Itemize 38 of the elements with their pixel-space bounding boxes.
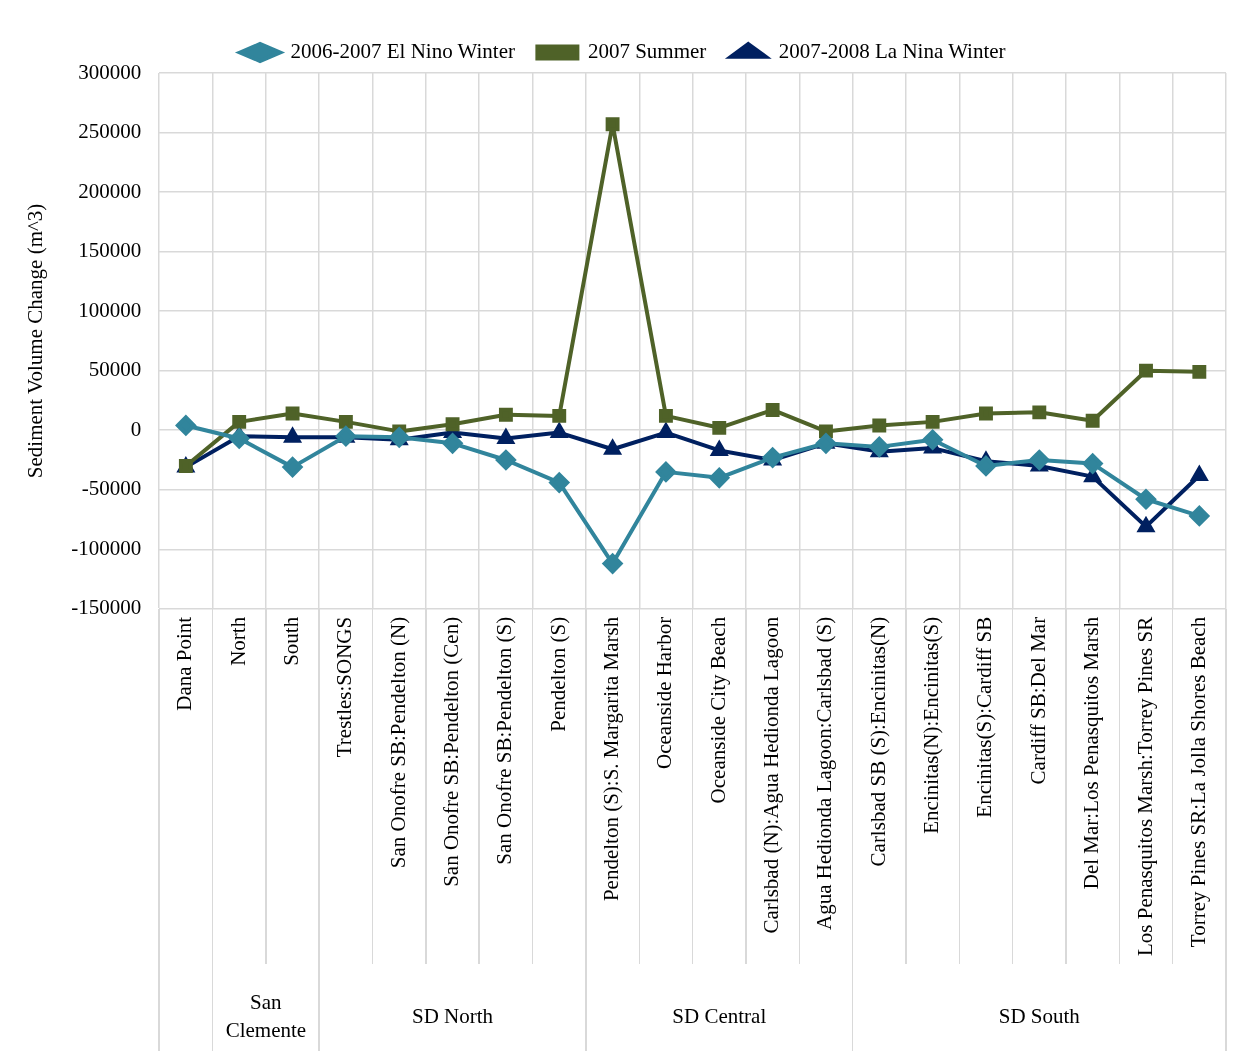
x-tick-label: Encinitas(S):Cardiff SB bbox=[972, 616, 997, 818]
y-tick-label: -150000 bbox=[71, 595, 142, 620]
x-tick-label: Encinitas(N):Encinitas(S) bbox=[919, 616, 944, 834]
x-tick-label: Trestles:SONGS bbox=[332, 616, 357, 758]
x-tick-label: San Onofre SB:Pendelton (S) bbox=[492, 616, 517, 865]
y-tick-label: 200000 bbox=[78, 178, 142, 203]
x-tick-label: North bbox=[225, 616, 250, 666]
x-tick-label: Agua Hedionda Lagoon:Carlsbad (S) bbox=[812, 616, 837, 930]
x-tick-label: Del Mar:Los Penasquitos Marsh bbox=[1079, 616, 1104, 890]
x-tick-label: Torrey Pines SR:La Jolla Shores Beach bbox=[1185, 616, 1210, 948]
y-tick-label: 300000 bbox=[78, 59, 142, 84]
text: SD Central bbox=[672, 1004, 767, 1029]
y-tick-label: -50000 bbox=[81, 476, 142, 501]
y-tick-label: 100000 bbox=[78, 297, 142, 322]
y-tick-label: 0 bbox=[130, 416, 142, 441]
y-tick-label: 50000 bbox=[88, 357, 142, 382]
x-tick-label: Oceanside Harbor bbox=[652, 616, 677, 769]
x-tick-label: Dana Point bbox=[172, 616, 197, 711]
x-tick-label: Los Penasquitos Marsh:Torrey Pines SR bbox=[1132, 616, 1157, 957]
x-tick-label: Carlsbad SB (S):Encinitas(N) bbox=[865, 616, 890, 867]
x-tick-label: Pendelton (S) bbox=[545, 616, 570, 732]
x-tick-label: San Onofre SB:Pendelton (Cen) bbox=[439, 616, 464, 887]
text: SD South bbox=[998, 1004, 1081, 1029]
y-tick-label: 150000 bbox=[78, 238, 142, 263]
x-tick-label: Cardiff SB:Del Mar bbox=[1025, 616, 1050, 785]
legend-label: 2007-2008 La Nina Winter bbox=[778, 39, 1006, 64]
x-tick-label: Pendelton (S):S. Margarita Marsh bbox=[599, 616, 624, 902]
legend-label: 2006-2007 El Nino Winter bbox=[290, 39, 516, 64]
text: San Clemente bbox=[225, 990, 307, 1043]
x-tick-label: South bbox=[279, 616, 304, 666]
y-axis-title: Sediment Volume Change (m^3) bbox=[23, 203, 48, 479]
y-tick-label: 250000 bbox=[78, 119, 142, 144]
text: SD North bbox=[412, 1004, 494, 1029]
x-tick-label: San Onofre SB:Pendelton (N) bbox=[385, 616, 410, 869]
x-tick-label: Carlsbad (N):Agua Hedionda Lagoon bbox=[759, 616, 784, 934]
legend-label: 2007 Summer bbox=[587, 39, 707, 64]
y-tick-label: -100000 bbox=[71, 535, 142, 560]
x-tick-label: Oceanside City Beach bbox=[705, 616, 730, 804]
